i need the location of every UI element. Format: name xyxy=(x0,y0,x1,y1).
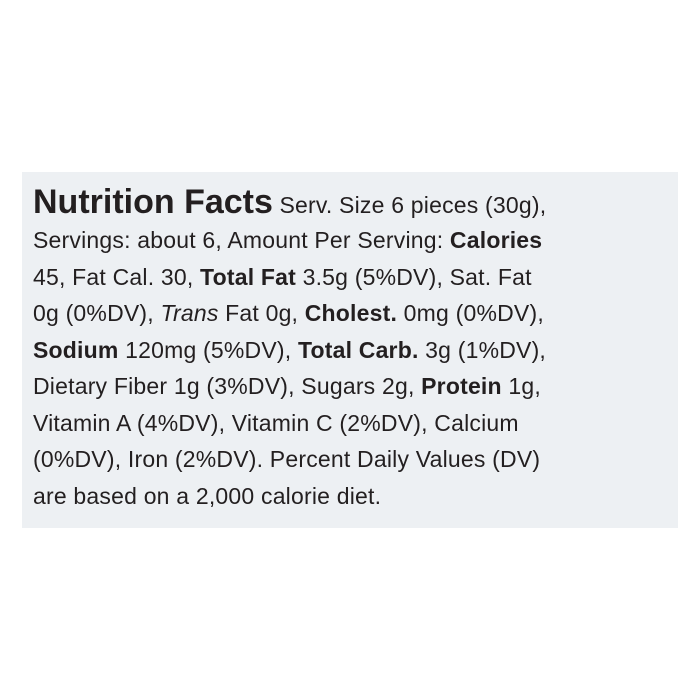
label-line: Nutrition Facts Serv. Size 6 pieces (30g… xyxy=(33,184,678,222)
label-line: 0g (0%DV), Trans Fat 0g, Cholest. 0mg (0… xyxy=(33,295,678,332)
label-line: Sodium 120mg (5%DV), Total Carb. 3g (1%D… xyxy=(33,332,678,369)
text: (0%DV), Iron (2%DV). Percent Daily Value… xyxy=(33,446,541,472)
nutrient: Total Fat xyxy=(200,263,296,290)
text: 0g (0%DV), xyxy=(33,300,161,326)
text: Servings: about 6, Amount Per Serving: xyxy=(33,227,450,253)
label-line: Vitamin A (4%DV), Vitamin C (2%DV), Calc… xyxy=(33,405,678,442)
text: Trans xyxy=(160,300,219,326)
nutrient: Calories xyxy=(449,227,543,253)
text: 120mg (5%DV), xyxy=(118,336,298,363)
text: Dietary Fiber 1g (3%DV), Sugars 2g, xyxy=(33,373,422,399)
nutrient: Protein xyxy=(421,373,502,399)
title: Nutrition Facts xyxy=(33,183,273,221)
label-line: Servings: about 6, Amount Per Serving: C… xyxy=(33,222,678,259)
text: are based on a 2,000 calorie diet. xyxy=(33,482,382,509)
text: 45, Fat Cal. 30, xyxy=(33,263,201,290)
text: Vitamin A (4%DV), Vitamin C (2%DV), Calc… xyxy=(33,409,519,436)
label-line: 45, Fat Cal. 30, Total Fat 3.5g (5%DV), … xyxy=(33,259,678,296)
text: 0mg (0%DV), xyxy=(397,300,544,326)
text: Serv. Size 6 pieces (30g), xyxy=(272,192,547,218)
nutrient: Sodium xyxy=(33,336,119,363)
text: 3.5g (5%DV), Sat. Fat xyxy=(295,263,532,290)
label-line: are based on a 2,000 calorie diet. xyxy=(33,478,678,515)
text: 1g, xyxy=(501,373,541,399)
label-line: Dietary Fiber 1g (3%DV), Sugars 2g, Prot… xyxy=(33,368,678,405)
nutrient: Total Carb. xyxy=(297,336,419,363)
nutrient: Cholest. xyxy=(304,300,398,326)
nutrition-panel: Nutrition Facts Serv. Size 6 pieces (30g… xyxy=(22,172,678,528)
text: Fat 0g, xyxy=(218,300,305,326)
label-line: (0%DV), Iron (2%DV). Percent Daily Value… xyxy=(33,441,678,478)
text: 3g (1%DV), xyxy=(418,336,547,363)
